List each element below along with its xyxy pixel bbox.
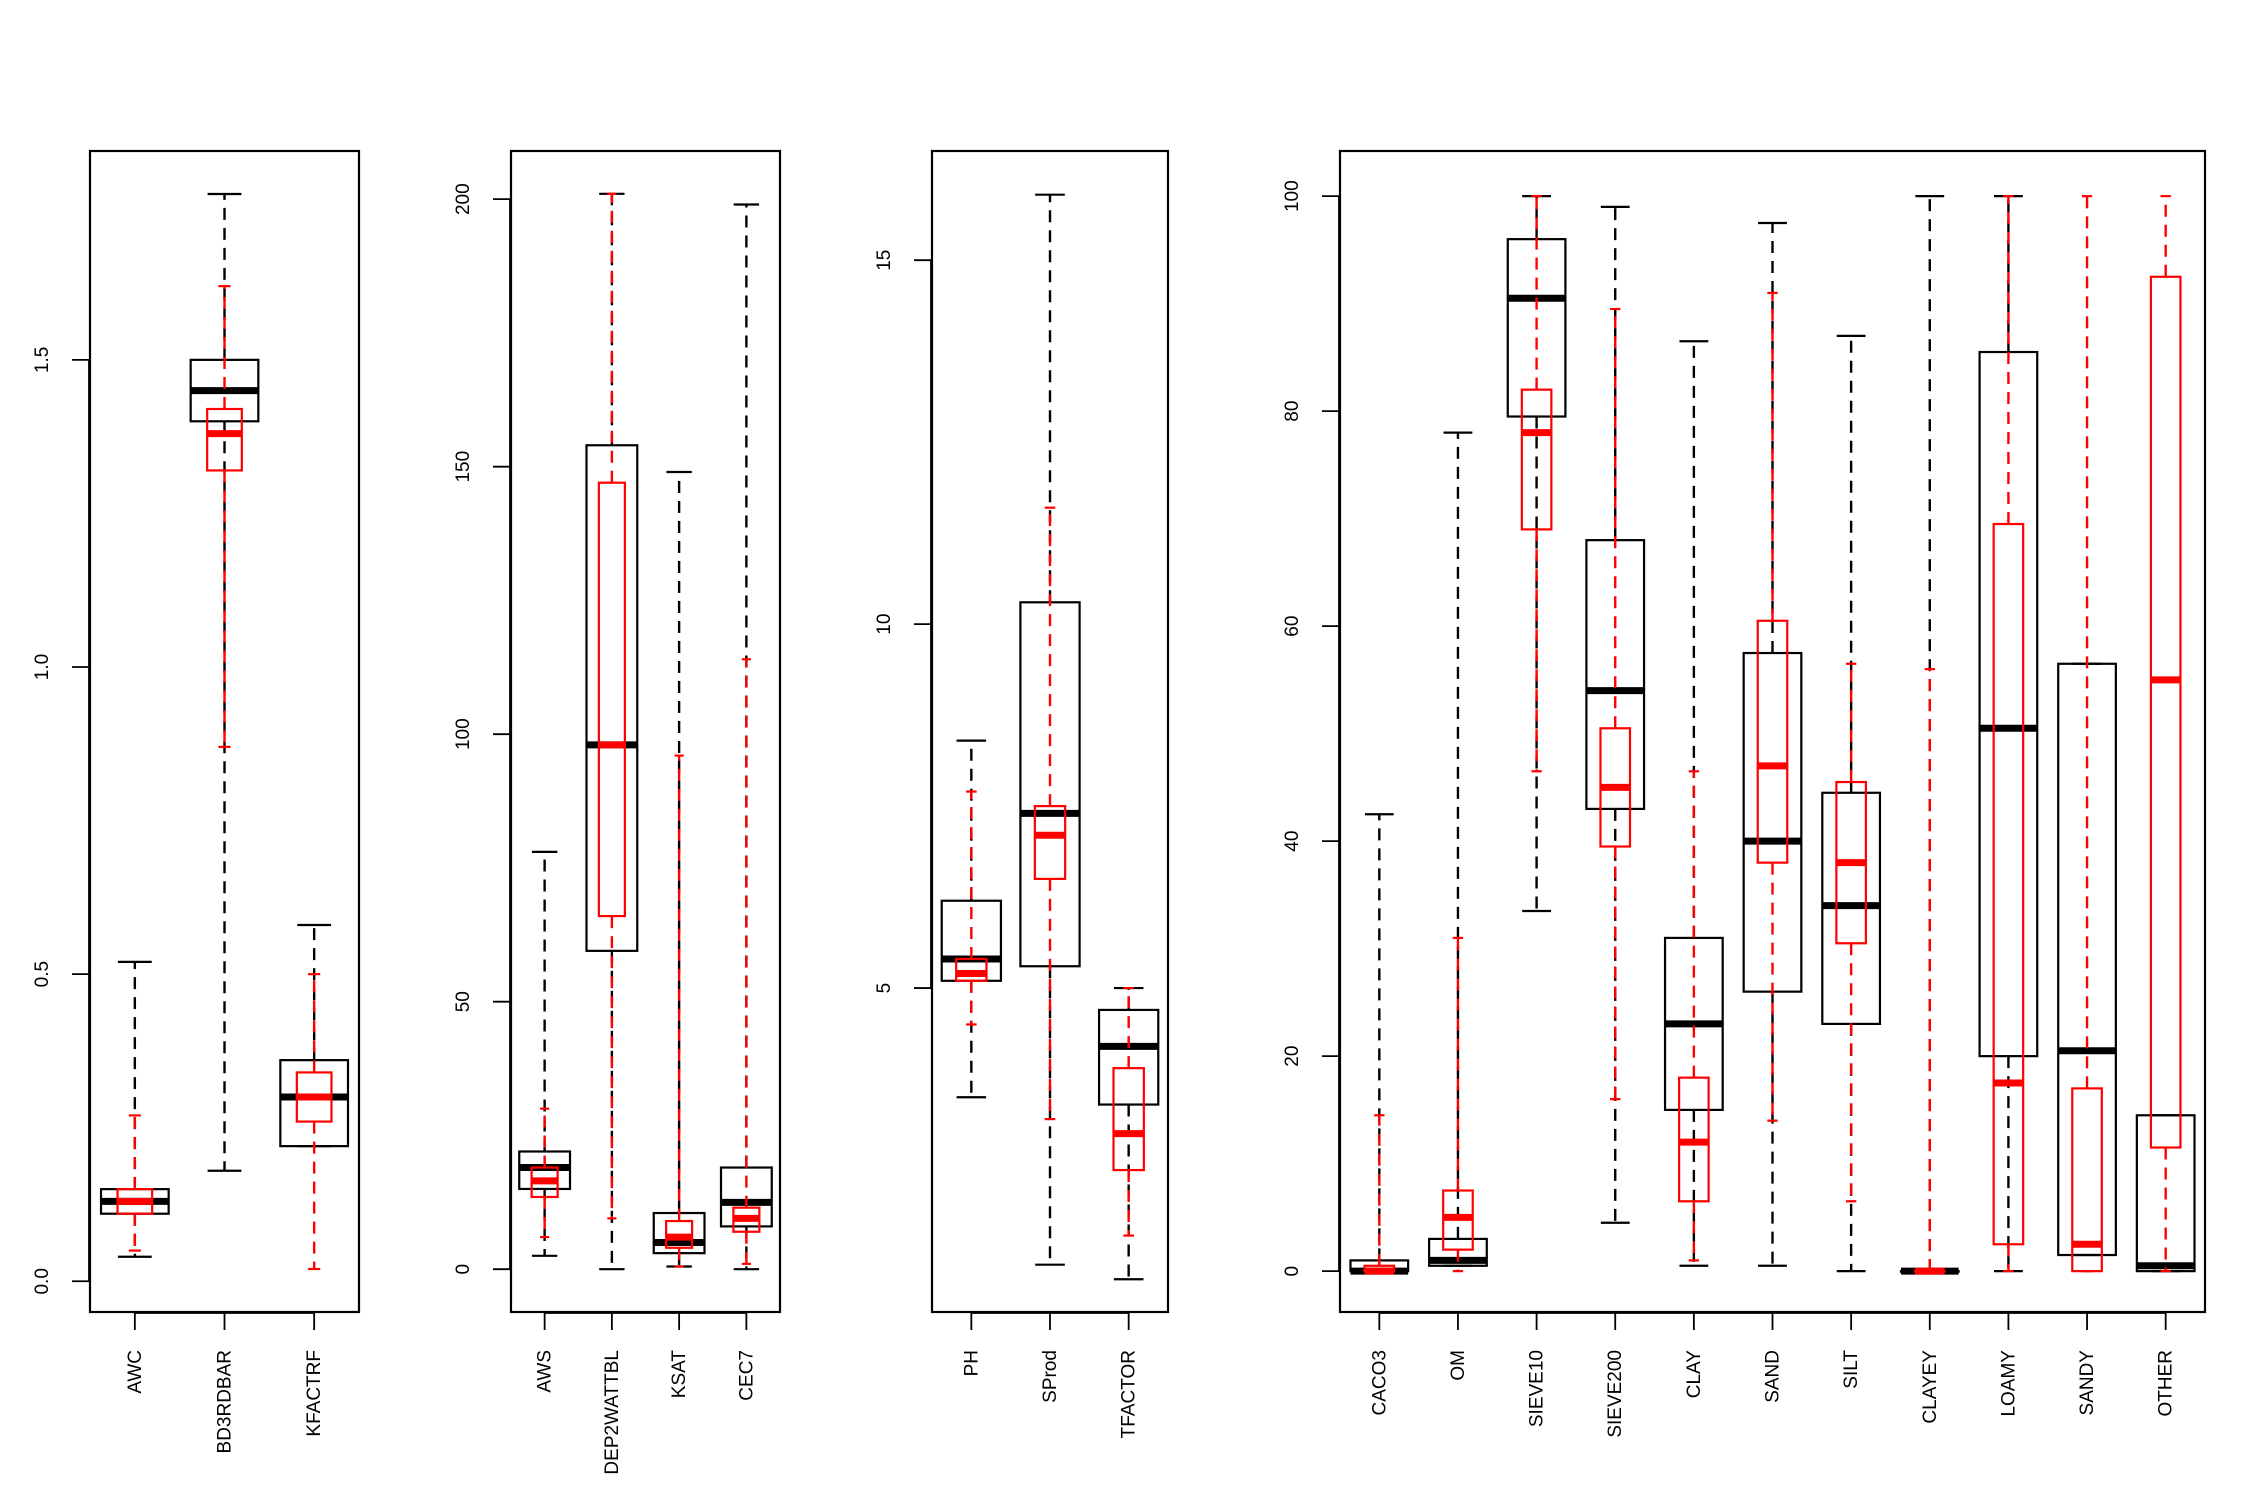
x-tick-label: SIEVE200: [1605, 1350, 1626, 1438]
series-red: [530, 192, 761, 1268]
iqr-box: [2149, 275, 2182, 1149]
iqr-box: [585, 444, 639, 952]
iqr-box: [1033, 805, 1067, 880]
x-tick-label: PH: [961, 1350, 982, 1376]
y-tick-label: 80: [1282, 401, 1303, 422]
x-tick-label: AWC: [125, 1350, 146, 1394]
iqr-box: [597, 481, 626, 918]
y-tick-label: 20: [1282, 1046, 1303, 1067]
y-tick-label: 10: [874, 614, 895, 635]
x-tick-label: CACO3: [1369, 1350, 1390, 1415]
y-tick-label: 50: [453, 991, 474, 1012]
y-tick-label: 0: [453, 1264, 474, 1275]
y-tick-label: 0.0: [32, 1268, 53, 1294]
series-black: [518, 192, 773, 1271]
y-tick-label: 0: [1282, 1266, 1303, 1277]
y-tick-label: 150: [453, 451, 474, 483]
y-tick-label: 0.5: [32, 961, 53, 987]
series-black: [1349, 195, 2196, 1275]
x-tick-label: SAND: [1763, 1350, 1784, 1403]
y-tick-label: 40: [1282, 831, 1303, 852]
iqr-box: [206, 407, 243, 472]
x-tick-label: SProd: [1040, 1350, 1061, 1403]
series-red: [955, 506, 1145, 1237]
series-red: [1363, 195, 2182, 1275]
plot-frame: [509, 149, 782, 1314]
panel-3: 5 10 15 PH SProd TFACTOR: [874, 149, 1170, 1438]
x-tick-label: KFACTRF: [304, 1350, 325, 1437]
panel-2: 0 50 100 150 200 AWS DEP2WATTBL KSAT CEC7: [453, 149, 782, 1475]
y-tick-label: 60: [1282, 616, 1303, 637]
iqr-box: [1428, 1237, 1488, 1267]
series-red: [116, 285, 333, 1271]
x-tick-label: CLAYEY: [1920, 1350, 1941, 1424]
iqr-box: [1112, 1067, 1145, 1172]
x-tick-label: SANDY: [2077, 1350, 2098, 1416]
y-tick-label: 100: [453, 718, 474, 750]
x-tick-label: TFACTOR: [1119, 1350, 1140, 1438]
iqr-box: [955, 957, 988, 982]
x-tick-label: CLAY: [1684, 1350, 1705, 1399]
x-tick-label: LOAMY: [1998, 1350, 2019, 1417]
x-tick-label: OTHER: [2156, 1350, 2177, 1417]
x-tick-label: KSAT: [669, 1350, 690, 1399]
iqr-box: [1992, 522, 2025, 1246]
x-tick-label: CEC7: [736, 1350, 757, 1401]
x-tick-label: DEP2WATTBL: [602, 1350, 623, 1475]
y-tick-label: 1.0: [32, 654, 53, 680]
x-tick-label: SIEVE10: [1527, 1350, 1548, 1427]
iqr-box: [1520, 388, 1553, 531]
x-tick-label: OM: [1448, 1350, 1469, 1381]
iqr-box: [1978, 350, 2039, 1058]
iqr-box: [1742, 651, 1803, 993]
panel-4: 0 20 40 60 80 100 CACO3 OM SIEVE10 SIEVE200 CLAY SA…: [1282, 149, 2207, 1438]
iqr-box: [2071, 1087, 2103, 1273]
y-tick-label: 100: [1282, 180, 1303, 212]
y-tick-label: 200: [453, 183, 474, 215]
x-tick-label: SILT: [1841, 1350, 1862, 1389]
iqr-box: [1097, 1008, 1160, 1106]
x-tick-label: BD3RDBAR: [215, 1350, 236, 1453]
y-tick-label: 1.5: [32, 347, 53, 373]
y-tick-label: 5: [874, 983, 895, 994]
panel-1: 0.0 0.5 1.0 1.5 AWC BD3RDBAR KFACTRF: [32, 149, 361, 1453]
y-tick-label: 15: [874, 250, 895, 271]
iqr-box: [1756, 619, 1789, 864]
x-tick-label: AWS: [535, 1350, 556, 1393]
